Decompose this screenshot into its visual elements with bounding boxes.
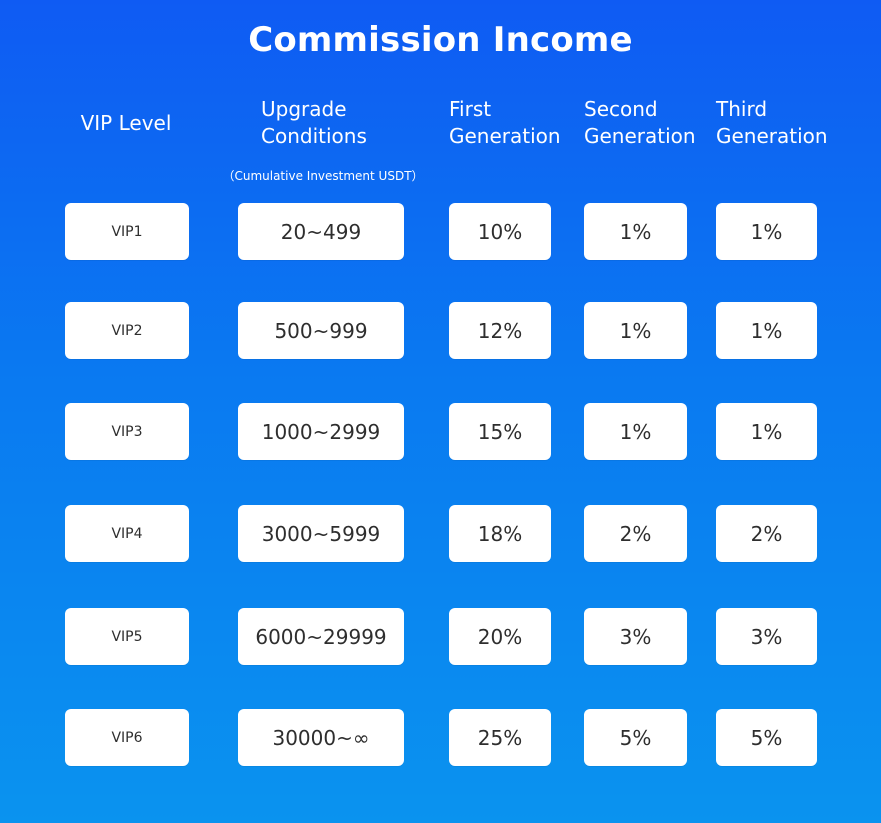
vip-level-cell: VIP2 — [65, 302, 189, 359]
third-generation-cell: 1% — [716, 403, 817, 460]
third-generation-cell: 5% — [716, 709, 817, 766]
vip-level-cell: VIP1 — [65, 203, 189, 260]
first-generation-cell: 18% — [449, 505, 551, 562]
first-generation-cell: 20% — [449, 608, 551, 665]
first-generation-cell: 10% — [449, 203, 551, 260]
second-generation-cell: 1% — [584, 203, 687, 260]
first-generation-cell: 15% — [449, 403, 551, 460]
second-generation-cell: 5% — [584, 709, 687, 766]
second-generation-cell: 2% — [584, 505, 687, 562]
first-generation-cell: 25% — [449, 709, 551, 766]
upgrade-range-cell: 3000~5999 — [238, 505, 404, 562]
first-generation-cell: 12% — [449, 302, 551, 359]
second-generation-cell: 1% — [584, 302, 687, 359]
header-upgrade-note: （Cumulative Investment USDT） — [222, 169, 424, 183]
second-generation-cell: 3% — [584, 608, 687, 665]
second-generation-cell: 1% — [584, 403, 687, 460]
upgrade-range-cell: 30000~∞ — [238, 709, 404, 766]
vip-level-cell: VIP4 — [65, 505, 189, 562]
third-generation-cell: 3% — [716, 608, 817, 665]
vip-level-cell: VIP3 — [65, 403, 189, 460]
header-third-generation: Third Generation — [716, 97, 828, 148]
upgrade-range-cell: 20~499 — [238, 203, 404, 260]
page-title: Commission Income — [248, 20, 633, 60]
header-second-generation: Second Generation — [584, 97, 696, 148]
third-generation-cell: 1% — [716, 302, 817, 359]
header-upgrade-conditions: Upgrade Conditions — [261, 96, 441, 150]
upgrade-range-cell: 1000~2999 — [238, 403, 404, 460]
header-vip-level: VIP Level — [80, 111, 172, 135]
vip-level-cell: VIP6 — [65, 709, 189, 766]
vip-level-cell: VIP5 — [65, 608, 189, 665]
header-first-generation: First Generation — [449, 97, 561, 148]
third-generation-cell: 2% — [716, 505, 817, 562]
third-generation-cell: 1% — [716, 203, 817, 260]
upgrade-range-cell: 6000~29999 — [238, 608, 404, 665]
header-upgrade-text: Upgrade Conditions — [261, 97, 367, 148]
upgrade-range-cell: 500~999 — [238, 302, 404, 359]
